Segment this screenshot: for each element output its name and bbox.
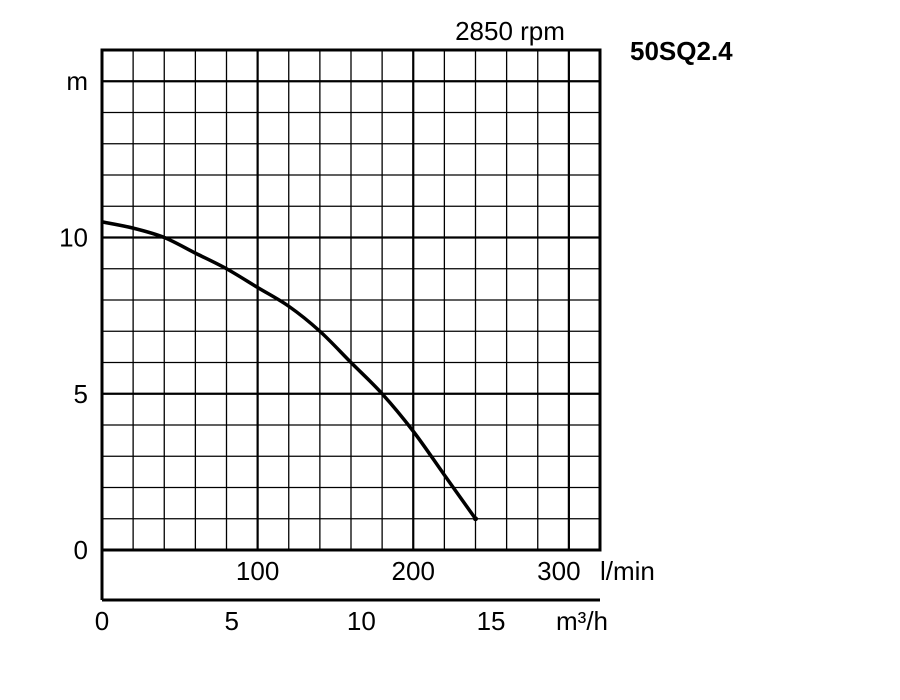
grid: [100, 49, 601, 552]
x-lpm-unit: l/min: [600, 556, 655, 586]
x-m3h-tick-label: 0: [95, 606, 109, 636]
x-lpm-tick-label: 100: [236, 556, 279, 586]
y-tick-label: 0: [74, 535, 88, 565]
speed-label: 2850 rpm: [455, 16, 565, 46]
y-axis-label: m: [66, 66, 88, 96]
x-m3h-unit: m³/h: [556, 606, 608, 636]
x-m3h-tick-label: 10: [347, 606, 376, 636]
tick-labels: 0 5 10 100 200 300 0 5 10 15: [59, 223, 580, 637]
x-lpm-tick-label: 300: [537, 556, 580, 586]
plot-frame: [100, 48, 602, 552]
y-tick-label: 10: [59, 223, 88, 253]
labels: 2850 rpm 50SQ2.4 m l/min m³/h: [66, 16, 733, 636]
x-m3h-tick-label: 5: [224, 606, 238, 636]
series-line: [101, 220, 477, 520]
chart-title: 50SQ2.4: [630, 36, 733, 66]
y-tick-label: 5: [74, 379, 88, 409]
x-lpm-tick-label: 200: [392, 556, 435, 586]
x-m3h-tick-label: 15: [477, 606, 506, 636]
